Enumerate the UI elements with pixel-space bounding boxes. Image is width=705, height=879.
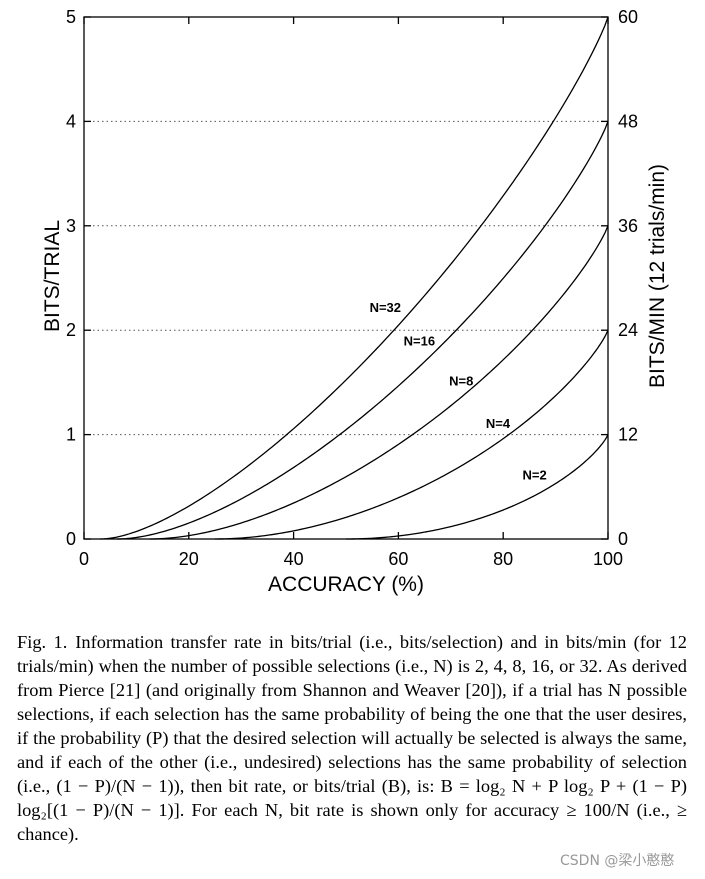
y-tick-label-left: 4: [66, 111, 76, 131]
chart: N=2N=4N=8N=16N=32 0 01 122 243 364 485 600 20 40…: [41, 7, 669, 596]
figure-caption: Fig. 1. Information transfer rate in bits…: [17, 630, 687, 846]
series-label-n4: N=4: [486, 416, 511, 431]
series-group: N=2 N=4 N=8 N=16 N=32: [100, 16, 609, 540]
y-tick-label-left: 2: [66, 320, 76, 340]
plot-frame: [83, 16, 609, 540]
series-line-n2: [346, 434, 609, 540]
y-tick-label-left: 1: [66, 425, 76, 445]
y-tick-label-right: 48: [618, 111, 638, 131]
caption-text: Information transfer rate in bits/trial …: [17, 632, 687, 844]
series-label-n2: N=2: [523, 467, 547, 482]
x-tick-label: 60: [388, 549, 408, 569]
series-line-n8: [149, 225, 609, 540]
series-label-n32: N=32: [370, 300, 401, 315]
y-tick-label-left: 3: [66, 216, 76, 236]
series-label-n8: N=8: [449, 373, 473, 388]
series-line-n4: [214, 329, 609, 540]
x-tick-label: 100: [593, 549, 623, 569]
caption-label: Fig. 1.: [17, 632, 68, 652]
y-tick-label-right: 24: [618, 320, 638, 340]
x-tick-label: 20: [179, 549, 199, 569]
y-tick-label-left: 0: [66, 529, 76, 549]
y-tick-label-right: 12: [618, 425, 638, 445]
y-tick-label-left: 5: [66, 7, 76, 27]
y-tick-label-right: 36: [618, 216, 638, 236]
x-tick-label: 40: [284, 549, 304, 569]
series-line-n16: [116, 121, 609, 540]
series-label-n16: N=16: [404, 334, 435, 349]
y-tick-label-right: 60: [618, 7, 638, 27]
series-line-n32: [100, 16, 609, 540]
x-tick-label: 80: [493, 549, 513, 569]
y-tick-label-right: 0: [618, 529, 628, 549]
watermark: CSDN @梁小憨憨: [560, 853, 675, 869]
y-axis-title-right: BITS/MIN (12 trials/min): [646, 164, 669, 388]
y-axis-title-left: BITS/TRIAL: [41, 220, 64, 332]
axis-ticks: [83, 16, 609, 540]
tick-labels: 0 01 122 243 364 485 600 20 40 60 80 100: [66, 7, 638, 569]
x-tick-label: 0: [79, 549, 89, 569]
x-axis-title: ACCURACY (%): [268, 573, 424, 596]
grid-lines: [84, 120, 608, 436]
